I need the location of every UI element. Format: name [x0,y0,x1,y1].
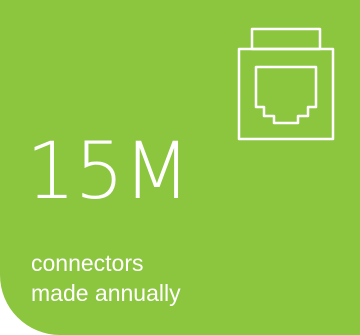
stat-value: 15M [26,127,191,217]
ethernet-connector-icon [237,27,335,141]
caption-line-2: made annually [31,280,181,306]
stat-caption: connectors made annually [31,248,181,308]
caption-line-1: connectors [31,250,144,276]
